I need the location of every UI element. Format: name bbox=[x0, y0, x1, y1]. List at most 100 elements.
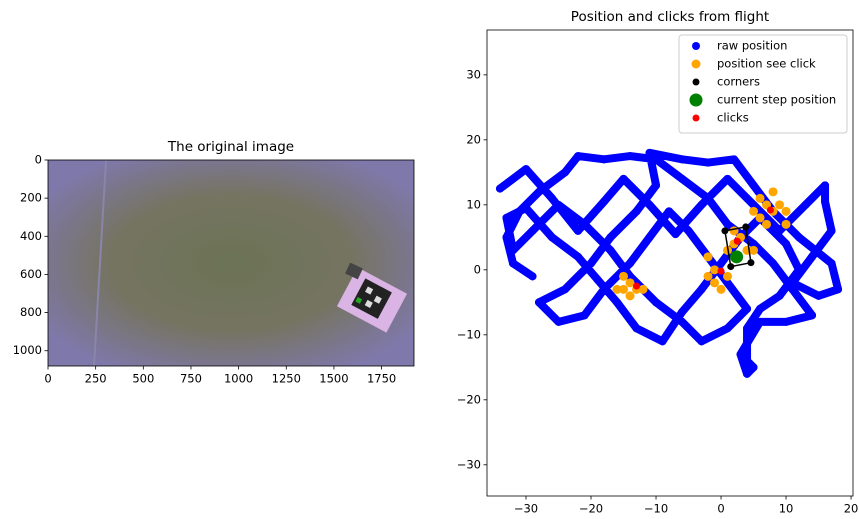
x-tick-label: 0 bbox=[44, 372, 51, 386]
point bbox=[574, 253, 582, 261]
point bbox=[724, 324, 732, 332]
point bbox=[782, 318, 790, 326]
point bbox=[548, 194, 556, 202]
point bbox=[743, 324, 751, 332]
y-tick-label: −10 bbox=[457, 327, 481, 341]
point bbox=[724, 175, 732, 183]
x-tick-label: 1000 bbox=[224, 372, 253, 386]
point bbox=[600, 198, 608, 206]
point bbox=[782, 207, 791, 216]
point bbox=[743, 305, 751, 313]
point bbox=[750, 363, 758, 371]
legend-marker bbox=[692, 60, 701, 69]
point bbox=[704, 194, 712, 202]
point bbox=[769, 259, 777, 267]
point bbox=[555, 201, 563, 209]
y-tick-label: 0 bbox=[474, 262, 481, 276]
point bbox=[587, 259, 595, 267]
point bbox=[747, 259, 754, 266]
point bbox=[561, 168, 569, 176]
x-tick-label: −30 bbox=[514, 502, 538, 516]
point bbox=[613, 298, 621, 306]
figure: The original image Position and clicks f… bbox=[0, 0, 859, 519]
point bbox=[756, 305, 764, 313]
point bbox=[496, 185, 504, 193]
y-tick-label: 0 bbox=[35, 153, 42, 167]
point bbox=[581, 311, 589, 319]
chart-title: Position and clicks from flight bbox=[571, 9, 769, 25]
point bbox=[828, 227, 836, 235]
point bbox=[743, 370, 751, 378]
point bbox=[633, 324, 641, 332]
point bbox=[652, 155, 660, 163]
y-tick-label: 30 bbox=[466, 67, 481, 81]
point bbox=[717, 285, 726, 294]
point bbox=[775, 200, 784, 209]
point bbox=[698, 201, 706, 209]
point bbox=[607, 246, 615, 254]
point bbox=[704, 252, 713, 261]
x-tick-label: 0 bbox=[717, 502, 724, 516]
point bbox=[555, 318, 563, 326]
x-tick-label: −10 bbox=[644, 502, 668, 516]
y-tick-label: 800 bbox=[20, 305, 42, 319]
point bbox=[795, 266, 803, 274]
plot-area bbox=[496, 149, 842, 378]
trajectory-line bbox=[500, 153, 838, 374]
point bbox=[808, 253, 816, 261]
point bbox=[678, 318, 686, 326]
point bbox=[776, 227, 784, 235]
point bbox=[795, 233, 803, 241]
point bbox=[626, 152, 634, 160]
point bbox=[613, 285, 622, 294]
point bbox=[802, 201, 810, 209]
point bbox=[704, 272, 713, 281]
point bbox=[509, 246, 517, 254]
point bbox=[789, 285, 797, 293]
point bbox=[535, 188, 543, 196]
point bbox=[724, 220, 732, 228]
point bbox=[659, 337, 667, 345]
point bbox=[718, 268, 725, 275]
point bbox=[633, 283, 640, 290]
point bbox=[607, 233, 615, 241]
x-tick-label: 10 bbox=[779, 502, 794, 516]
y-tick-label: 400 bbox=[20, 229, 42, 243]
point bbox=[574, 227, 582, 235]
chart-title: The original image bbox=[167, 139, 294, 155]
point bbox=[756, 318, 764, 326]
x-tick-label: 1750 bbox=[367, 372, 396, 386]
point bbox=[646, 149, 654, 157]
legend-marker bbox=[692, 42, 700, 50]
point bbox=[730, 250, 743, 263]
x-tick-label: 500 bbox=[132, 372, 154, 386]
x-tick-label: −20 bbox=[579, 502, 603, 516]
point bbox=[529, 272, 537, 280]
point bbox=[626, 259, 634, 267]
x-tick-label: 1250 bbox=[272, 372, 301, 386]
point bbox=[782, 220, 791, 229]
point bbox=[678, 175, 686, 183]
legend-label: raw position bbox=[717, 39, 787, 53]
point bbox=[782, 240, 790, 248]
x-tick-label: 750 bbox=[180, 372, 202, 386]
x-tick-label: 250 bbox=[85, 372, 107, 386]
point bbox=[678, 155, 686, 163]
point bbox=[561, 285, 569, 293]
point bbox=[828, 259, 836, 267]
point bbox=[749, 207, 758, 216]
point bbox=[721, 227, 728, 234]
legend-marker bbox=[693, 115, 700, 122]
point bbox=[710, 278, 719, 287]
point bbox=[727, 263, 734, 270]
point bbox=[652, 298, 660, 306]
point bbox=[737, 350, 745, 358]
point bbox=[734, 238, 741, 245]
point bbox=[769, 187, 778, 196]
point bbox=[522, 165, 530, 173]
y-tick-label: −30 bbox=[457, 457, 481, 471]
legend-label: clicks bbox=[717, 111, 749, 125]
point bbox=[821, 181, 829, 189]
point bbox=[704, 159, 712, 167]
point bbox=[776, 292, 784, 300]
